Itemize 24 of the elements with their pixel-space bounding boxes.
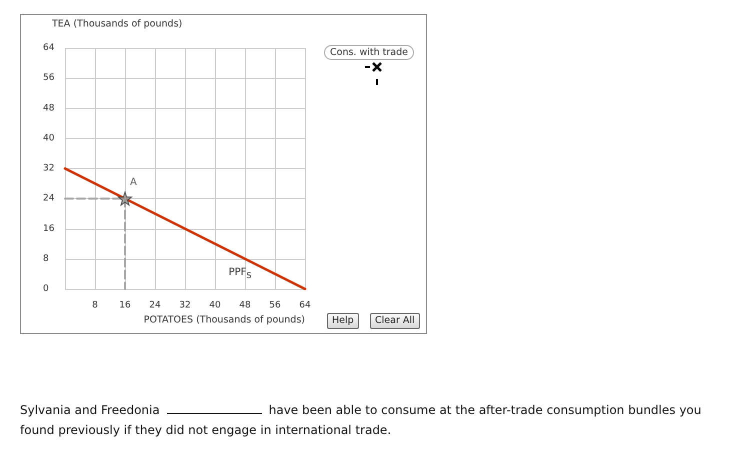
x-tick-label: 8 [92, 300, 98, 310]
y-tick-label: 40 [43, 133, 55, 144]
x-tick-label: 56 [269, 300, 281, 310]
x-tick-label: 64 [299, 300, 311, 310]
y-tick-label: 8 [43, 254, 49, 264]
text: Clear All [370, 313, 420, 329]
x-tick-label: 40 [209, 300, 221, 310]
series-label: A [130, 177, 137, 188]
y-tick-label: 64 [43, 43, 55, 53]
x-tick-label: 24 [149, 300, 161, 310]
x-tick-label: 16 [119, 300, 131, 310]
y-tick-label: 0 [43, 284, 49, 294]
y-tick-label: 48 [43, 103, 55, 114]
text: Cons. with trade [324, 45, 414, 60]
text: Sylvania and Freedonia [20, 403, 160, 417]
text: Help [327, 313, 359, 329]
y-tick-label: 56 [43, 73, 55, 84]
x-axis-title: POTATOES (Thousands of pounds) [144, 314, 305, 326]
y-axis-title: TEA (Thousands of pounds) [51, 18, 182, 30]
x-tick-label: 32 [179, 300, 191, 310]
y-tick-label: 32 [43, 164, 54, 174]
y-tick-label: 16 [43, 224, 55, 234]
x-tick-label: 48 [239, 300, 251, 310]
y-tick-label: 24 [43, 194, 55, 204]
